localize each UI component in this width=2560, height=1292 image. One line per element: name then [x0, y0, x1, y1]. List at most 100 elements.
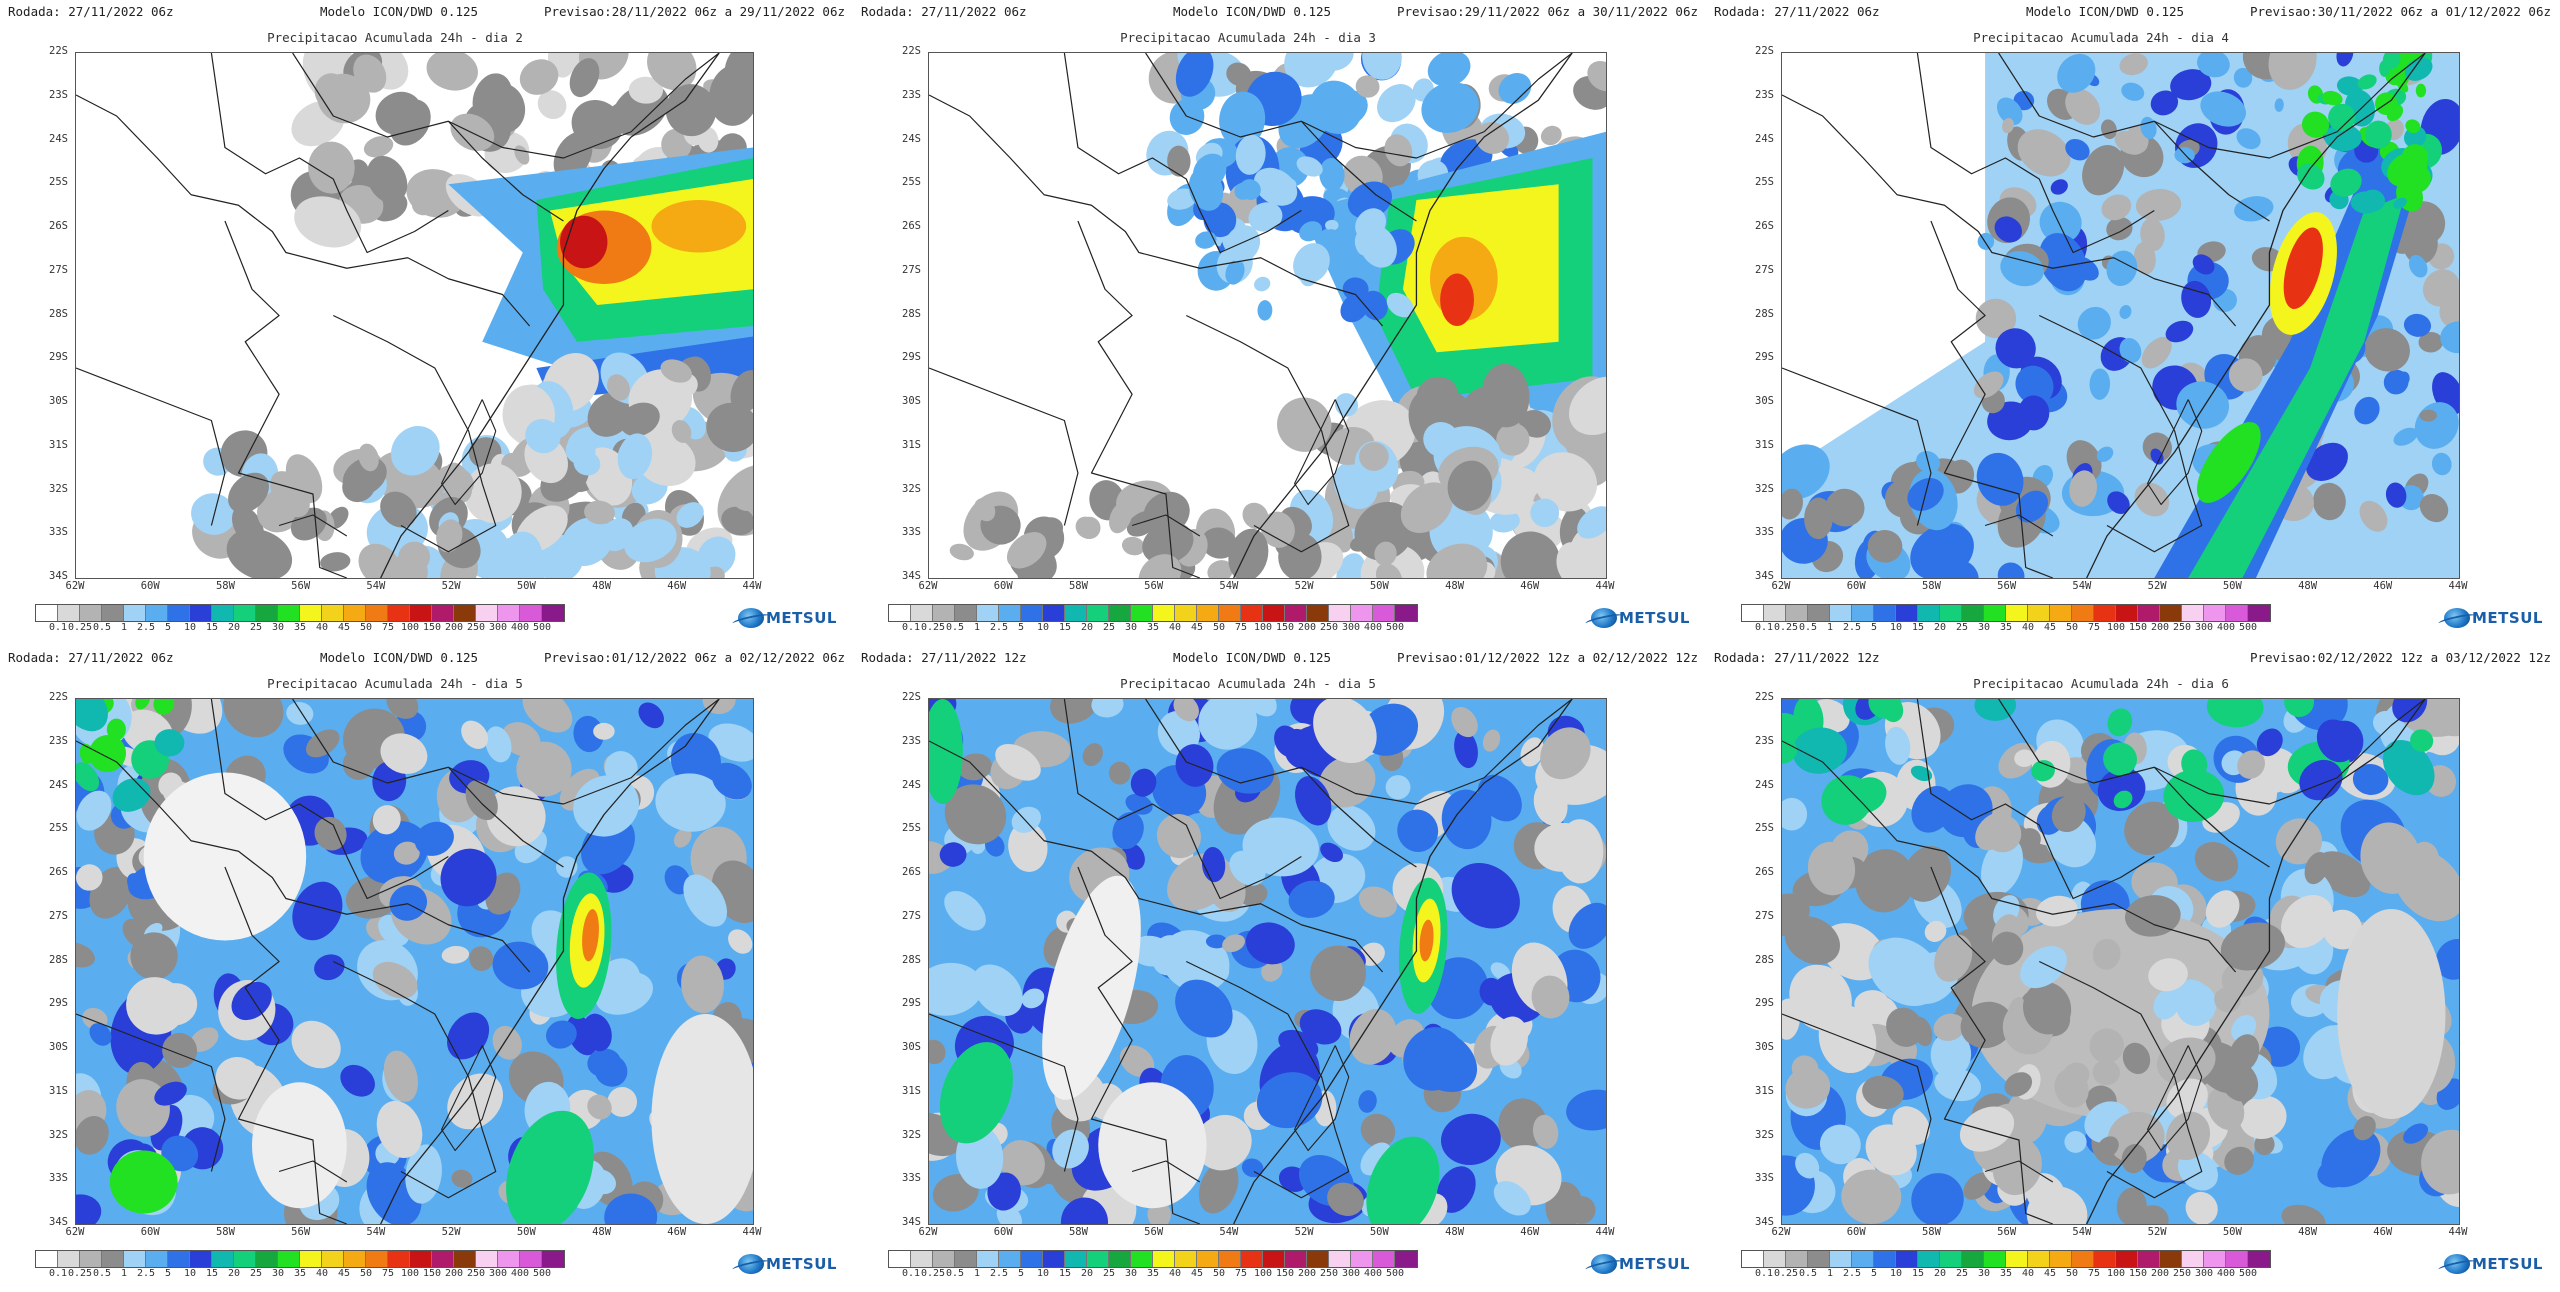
- precip-cell: [1865, 1124, 1917, 1176]
- colorbar-swatch: [300, 1251, 322, 1267]
- geographic-outlines: [929, 699, 1573, 1224]
- precip-area: [929, 699, 963, 804]
- precip-cell: [314, 816, 347, 851]
- colorbar-label: 75: [381, 622, 395, 633]
- precipitation-field: [1782, 699, 2459, 1224]
- precip-cell: [2163, 769, 2225, 822]
- colorbar-label: 30: [1977, 1268, 1991, 1279]
- colorbar: [1741, 604, 2271, 622]
- precip-cell: [573, 715, 604, 753]
- border-provinces: [1782, 1013, 1932, 1172]
- lon-tick-label: 44W: [2448, 1226, 2468, 1238]
- precip-cell: [1980, 837, 2023, 896]
- precip-cell: [932, 1174, 979, 1212]
- border-uruguay: [332, 960, 497, 1199]
- precip-cell: [2410, 729, 2434, 752]
- lon-tick-label: 56W: [291, 1226, 311, 1238]
- precip-cell: [2065, 138, 2090, 161]
- lon-tick-label: 48W: [1445, 1226, 1465, 1238]
- colorbar-swatch: [388, 1251, 410, 1267]
- border-entre-rios: [224, 866, 348, 1224]
- precip-cell: [372, 961, 418, 999]
- lon-tick-label: 52W: [441, 580, 461, 592]
- colorbar-swatch: [498, 605, 520, 621]
- precip-cell: [1451, 862, 1520, 929]
- precip-cell: [2020, 945, 2067, 989]
- precip-cell: [676, 502, 704, 528]
- geographic-outlines: [76, 53, 720, 578]
- precip-cell: [573, 775, 640, 837]
- colorbar-label: 45: [337, 622, 351, 633]
- colorbar-swatch: [2116, 1251, 2138, 1267]
- border-uruguay: [2038, 960, 2203, 1199]
- precip-cell: [2301, 111, 2330, 138]
- precip-cell: [1108, 761, 1131, 785]
- colorbar-label: 0.1: [1754, 622, 1774, 633]
- lat-tick-label: 28S: [49, 307, 68, 320]
- forecast-period-label: Previsao:30/11/2022 06z a 01/12/2022 06z: [2249, 4, 2551, 19]
- colorbar-label: 50: [1212, 1268, 1226, 1279]
- lat-tick-label: 23S: [902, 88, 921, 101]
- forecast-period-label: Previsao:29/11/2022 06z a 30/11/2022 06z: [1396, 4, 1698, 19]
- lon-tick-label: 52W: [1294, 1226, 1314, 1238]
- lon-tick-label: 46W: [2373, 1226, 2393, 1238]
- lon-tick-label: 44W: [1595, 580, 1615, 592]
- precip-cell: [1505, 467, 1540, 502]
- precip-area: [1440, 273, 1474, 326]
- precip-cell: [223, 699, 284, 738]
- precip-cell: [1530, 498, 1560, 528]
- colorbar-label: 75: [381, 1268, 395, 1279]
- precip-cell: [683, 874, 728, 927]
- precip-cell: [1479, 977, 1504, 1006]
- border-brazil-states: [1145, 53, 1573, 159]
- precip-cell: [1355, 208, 1387, 240]
- lon-tick-label: 52W: [2147, 580, 2167, 592]
- colorbar-label: 200: [1297, 1268, 1317, 1279]
- precipitation-map: [928, 698, 1607, 1225]
- precip-cell: [1804, 497, 1833, 540]
- colorbar-label: 30: [1124, 1268, 1138, 1279]
- precip-cell: [1226, 62, 1252, 86]
- precip-cell: [2114, 130, 2146, 155]
- precip-cell: [2408, 841, 2440, 878]
- colorbar-label: 0.1: [901, 1268, 921, 1279]
- map-title: Precipitacao Acumulada 24h - dia 5: [267, 676, 523, 691]
- precip-cell: [440, 848, 497, 907]
- colorbar-swatch: [1131, 605, 1153, 621]
- precip-cell: [1540, 727, 1591, 780]
- precip-cell: [1996, 97, 2023, 126]
- colorbar-swatch: [476, 1251, 498, 1267]
- globe-icon: [2444, 608, 2470, 628]
- metsul-logo: METSUL: [2444, 1252, 2543, 1276]
- precip-cell: [1377, 84, 1416, 123]
- lat-tick-label: 29S: [49, 997, 68, 1010]
- colorbar-swatch: [1962, 605, 1984, 621]
- colorbar-swatch: [1109, 1251, 1131, 1267]
- precip-cell: [2122, 1042, 2151, 1075]
- colorbar-swatch: [1742, 605, 1764, 621]
- precip-cell: [1963, 1172, 1992, 1200]
- precip-cell: [2185, 1191, 2218, 1224]
- precip-cell: [1296, 156, 1323, 177]
- precip-cell: [728, 929, 753, 954]
- precip-cell: [1991, 931, 2024, 966]
- forecast-period-label: Previsao:01/12/2022 12z a 02/12/2022 12z: [1396, 650, 1698, 665]
- colorbar-label: 0.25: [1773, 622, 1799, 633]
- precip-cell: [1454, 730, 1478, 769]
- precip-cell: [1198, 1160, 1239, 1214]
- forecast-panel-p4: Rodada: 27/11/2022 06z Modelo ICON/DWD 0.…: [0, 646, 853, 1292]
- precip-cell: [1493, 1181, 1531, 1216]
- precip-cell: [731, 486, 753, 511]
- colorbar-label: 35: [1999, 622, 2013, 633]
- colorbar-label: 2.5: [136, 1268, 156, 1279]
- precip-cell: [1112, 812, 1144, 850]
- colorbar-swatch: [520, 1251, 542, 1267]
- precip-cell: [1262, 1084, 1281, 1108]
- precip-cell: [1397, 809, 1439, 853]
- border-argentina-brazil: [76, 94, 531, 327]
- colorbar-label: 5: [1870, 622, 1878, 633]
- colorbar-label: 1: [973, 622, 981, 633]
- precip-cell: [2364, 328, 2410, 372]
- precip-cell: [469, 946, 494, 972]
- precip-cell: [231, 981, 272, 1021]
